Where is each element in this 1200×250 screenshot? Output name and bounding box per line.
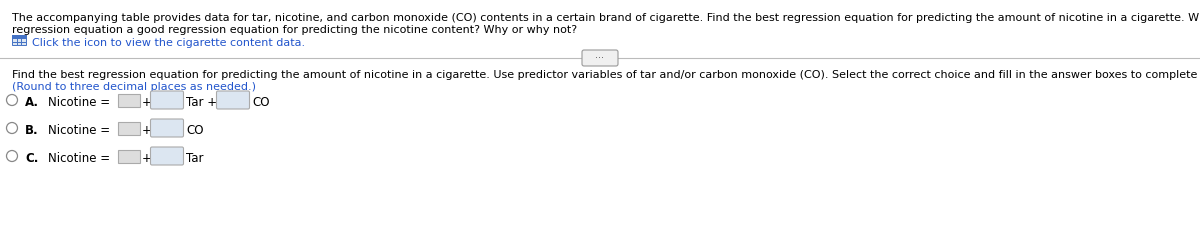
Circle shape <box>6 122 18 134</box>
Text: ···: ··· <box>595 53 605 63</box>
Bar <box>22 38 25 42</box>
Bar <box>12 42 17 45</box>
Bar <box>17 34 22 38</box>
Text: +: + <box>142 124 152 138</box>
FancyBboxPatch shape <box>150 147 184 165</box>
FancyBboxPatch shape <box>150 91 184 109</box>
FancyBboxPatch shape <box>582 50 618 66</box>
Bar <box>12 38 17 42</box>
Circle shape <box>6 150 18 162</box>
Text: Nicotine =: Nicotine = <box>48 152 110 165</box>
Text: A.: A. <box>25 96 38 109</box>
Bar <box>12 34 17 38</box>
Text: The accompanying table provides data for tar, nicotine, and carbon monoxide (CO): The accompanying table provides data for… <box>12 13 1200 23</box>
Text: C.: C. <box>25 152 38 165</box>
Text: +: + <box>142 152 152 166</box>
Text: B.: B. <box>25 124 38 137</box>
Text: Tar +: Tar + <box>186 96 217 109</box>
FancyBboxPatch shape <box>150 119 184 137</box>
Bar <box>118 122 140 134</box>
Text: Nicotine =: Nicotine = <box>48 124 110 137</box>
Text: Tar: Tar <box>186 152 204 165</box>
Text: Click the icon to view the cigarette content data.: Click the icon to view the cigarette con… <box>31 38 305 48</box>
Text: regression equation a good regression equation for predicting the nicotine conte: regression equation a good regression eq… <box>12 25 577 35</box>
Text: (Round to three decimal places as needed.): (Round to three decimal places as needed… <box>12 82 256 92</box>
Bar <box>118 150 140 162</box>
FancyBboxPatch shape <box>216 91 250 109</box>
Bar <box>17 34 22 38</box>
Bar <box>22 34 25 38</box>
Bar <box>22 42 25 45</box>
Bar <box>12 34 17 38</box>
Bar <box>22 34 25 38</box>
Text: Find the best regression equation for predicting the amount of nicotine in a cig: Find the best regression equation for pr… <box>12 70 1200 80</box>
Circle shape <box>6 94 18 106</box>
Bar <box>118 94 140 106</box>
Text: Nicotine =: Nicotine = <box>48 96 110 109</box>
Text: CO: CO <box>252 96 270 109</box>
Text: CO: CO <box>186 124 204 137</box>
Bar <box>17 42 22 45</box>
Text: +: + <box>142 96 152 110</box>
Bar <box>17 38 22 42</box>
